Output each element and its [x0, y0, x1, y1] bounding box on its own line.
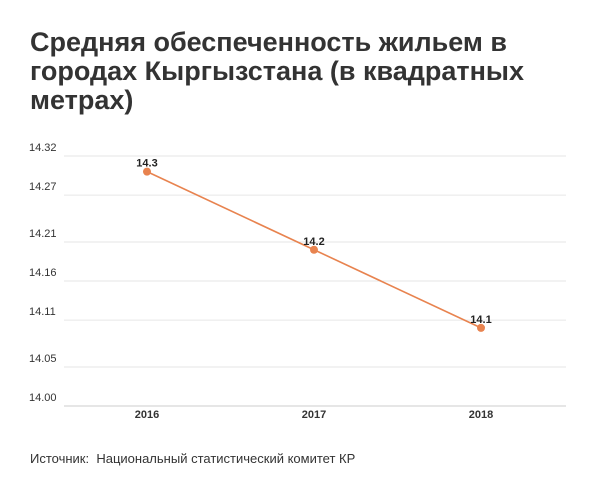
- y-axis-tick-labels: 14.00 14.05 14.11 14.16 14.21 14.27 14.32: [29, 142, 57, 404]
- data-label: 14.3: [136, 158, 157, 170]
- data-point: [310, 245, 318, 254]
- y-tick-label: 14.32: [29, 142, 57, 154]
- data-point: [477, 323, 485, 332]
- x-tick-label: 2016: [135, 409, 159, 421]
- grid-lines: [64, 155, 566, 407]
- series-group: [143, 167, 485, 332]
- y-tick-label: 14.27: [29, 181, 57, 193]
- x-axis-tick-labels: 2016 2017 2018: [135, 409, 493, 421]
- x-tick-label: 2018: [469, 409, 493, 421]
- y-tick-label: 14.16: [29, 267, 57, 279]
- source-note: Источник: Национальный статистический ко…: [30, 451, 355, 466]
- x-tick-label: 2017: [302, 409, 326, 421]
- y-tick-label: 14.11: [29, 306, 56, 318]
- y-tick-label: 14.21: [29, 228, 57, 240]
- data-label: 14.2: [303, 236, 324, 248]
- data-labels: 14.3 14.2 14.1: [136, 158, 491, 326]
- y-tick-label: 14.00: [29, 392, 57, 404]
- chart-title: Средняя обеспеченность жильем в городах …: [30, 27, 524, 115]
- source-text: Национальный статистический комитет КР: [96, 451, 356, 466]
- y-tick-label: 14.05: [29, 353, 57, 365]
- data-label: 14.1: [470, 314, 491, 326]
- data-point: [143, 167, 151, 176]
- source-label: Источник:: [30, 451, 90, 466]
